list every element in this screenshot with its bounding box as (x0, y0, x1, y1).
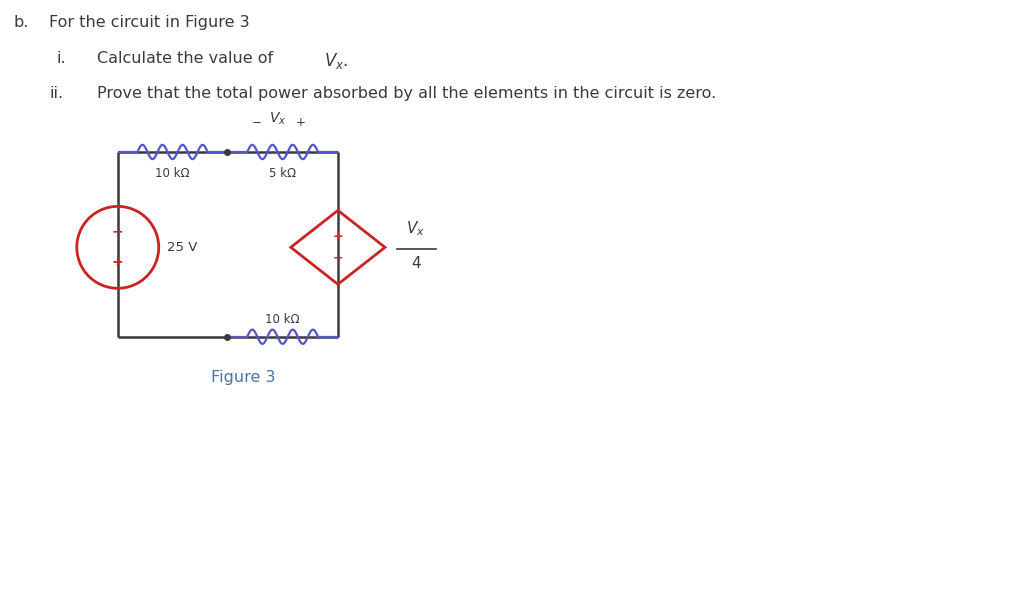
Text: Prove that the total power absorbed by all the elements in the circuit is zero.: Prove that the total power absorbed by a… (97, 86, 717, 101)
Text: 4: 4 (411, 256, 421, 271)
Text: ii.: ii. (49, 86, 63, 101)
Text: Figure 3: Figure 3 (211, 370, 275, 384)
Text: +: + (112, 254, 124, 269)
Text: Calculate the value of: Calculate the value of (97, 51, 279, 66)
Text: $V_x$: $V_x$ (269, 110, 286, 127)
Text: 25 V: 25 V (167, 241, 198, 254)
Text: 5 kΩ: 5 kΩ (269, 167, 296, 180)
Text: −: − (252, 116, 262, 129)
Text: −: − (112, 225, 124, 239)
Text: +: + (296, 116, 306, 129)
Text: For the circuit in Figure 3: For the circuit in Figure 3 (49, 15, 250, 30)
Text: −: − (333, 252, 343, 265)
Text: $\mathbf{\mathit{V_x}}$.: $\mathbf{\mathit{V_x}}$. (324, 51, 348, 71)
Text: b.: b. (13, 15, 29, 30)
Text: i.: i. (56, 51, 66, 66)
Text: 10 kΩ: 10 kΩ (156, 167, 189, 180)
Text: +: + (333, 229, 343, 243)
Text: $V_x$: $V_x$ (407, 220, 425, 238)
Text: 10 kΩ: 10 kΩ (265, 313, 300, 326)
